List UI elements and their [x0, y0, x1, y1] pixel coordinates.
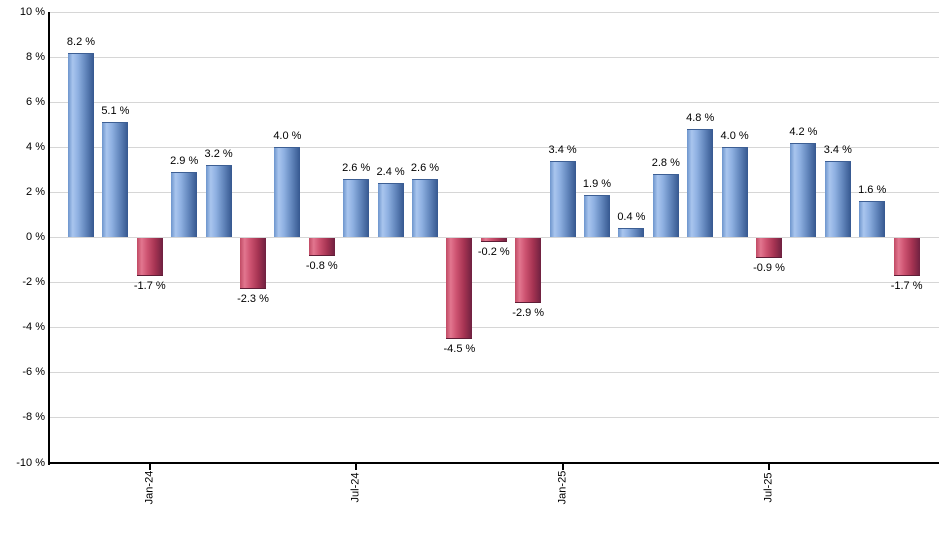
y-gridline [50, 56, 939, 58]
x-axis-tick-label: Jul-24 [349, 472, 362, 503]
bar-Mar-25 [618, 228, 645, 238]
bar-Feb-25 [584, 194, 610, 238]
bar-value-label: 2.6 % [342, 161, 371, 174]
bar-value-label: -0.2 % [477, 246, 510, 258]
bar-Oct-24 [446, 237, 473, 339]
bar-Aug-25 [790, 142, 817, 238]
bar-Apr-24 [240, 237, 266, 290]
bar-value-label: 5.1 % [101, 105, 130, 118]
bar-value-label: -2.9 % [512, 306, 545, 319]
y-axis-tick-label: -8 % [22, 411, 45, 424]
y-gridline [50, 417, 939, 419]
y-gridline [50, 101, 939, 103]
bar-value-label: 2.6 % [410, 161, 440, 174]
bar-May-25 [687, 129, 714, 238]
x-axis-tick [561, 464, 564, 470]
y-gridline [50, 11, 939, 13]
bar-value-label: 2.9 % [170, 155, 199, 168]
bar-May-24 [274, 147, 301, 238]
bar-Nov-23 [68, 52, 94, 238]
x-axis-tick [355, 464, 358, 470]
bar-Nov-25 [893, 237, 920, 276]
x-axis-tick [768, 464, 770, 470]
y-gridline [50, 191, 939, 193]
y-axis-tick-label: -2 % [22, 276, 45, 289]
bar-Jul-25 [756, 237, 782, 258]
bar-value-label: 2.8 % [651, 157, 680, 170]
bar-value-label: 2.4 % [376, 166, 405, 179]
bar-Dec-24 [515, 237, 542, 303]
bar-Nov-24 [480, 237, 507, 242]
bar-Aug-24 [377, 183, 404, 238]
bar-value-label: -1.7 % [133, 279, 166, 292]
bar-value-label: -1.7 % [890, 279, 923, 292]
y-gridline [50, 146, 939, 148]
x-axis-tick-label: Jul-25 [762, 472, 775, 503]
bar-value-label: 4.2 % [789, 125, 818, 138]
x-axis-spine [48, 462, 939, 464]
bar-value-label: 0.4 % [617, 211, 646, 224]
bar-value-label: 1.6 % [858, 184, 887, 197]
x-axis-tick-label: Jan-25 [556, 470, 569, 505]
y-axis-tick-label: 0 % [26, 231, 45, 243]
y-gridline [50, 327, 939, 329]
bar-Sep-25 [824, 160, 851, 238]
y-axis-tick-label: 8 % [26, 50, 45, 63]
bar-Dec-23 [102, 122, 129, 238]
x-axis-tick-label: Jan-24 [143, 470, 156, 505]
bar-Oct-25 [859, 201, 886, 238]
bar-Feb-24 [171, 172, 198, 238]
bar-value-label: 3.4 % [823, 143, 852, 156]
y-gridline [50, 282, 939, 284]
bar-value-label: 3.4 % [548, 143, 577, 156]
bar-value-label: -0.9 % [753, 261, 785, 274]
bar-value-label: -2.3 % [237, 293, 269, 306]
y-axis-tick-label: 10 % [19, 5, 45, 18]
y-axis-tick-label: 4 % [26, 140, 45, 153]
bar-Jun-25 [721, 147, 748, 238]
bar-Mar-24 [205, 165, 232, 238]
bar-value-label: 4.0 % [720, 130, 749, 143]
y-axis-tick-label: 6 % [26, 95, 45, 108]
bar-Jun-24 [308, 237, 335, 256]
y-axis-spine [48, 12, 50, 465]
bar-Jan-24 [136, 237, 163, 276]
bar-Jan-25 [549, 160, 576, 238]
bar-value-label: 8.2 % [66, 35, 96, 48]
y-axis-tick-label: -4 % [22, 321, 45, 334]
bar-value-label: -0.8 % [305, 259, 338, 272]
bar-value-label: 4.0 % [273, 130, 302, 143]
bar-value-label: 4.8 % [686, 112, 715, 125]
bar-Apr-25 [652, 174, 679, 238]
bar-Jul-24 [343, 178, 370, 238]
bar-value-label: -4.5 % [443, 342, 476, 355]
y-axis-tick-label: 2 % [26, 185, 45, 198]
bar-Sep-24 [412, 178, 438, 238]
bar-value-label: 3.2 % [204, 148, 233, 161]
bar-value-label: 1.9 % [582, 177, 612, 190]
x-axis-tick [148, 464, 151, 470]
y-gridline [50, 372, 939, 374]
y-axis-tick-label: -6 % [22, 366, 45, 379]
y-axis-tick-label: -10 % [16, 456, 45, 469]
